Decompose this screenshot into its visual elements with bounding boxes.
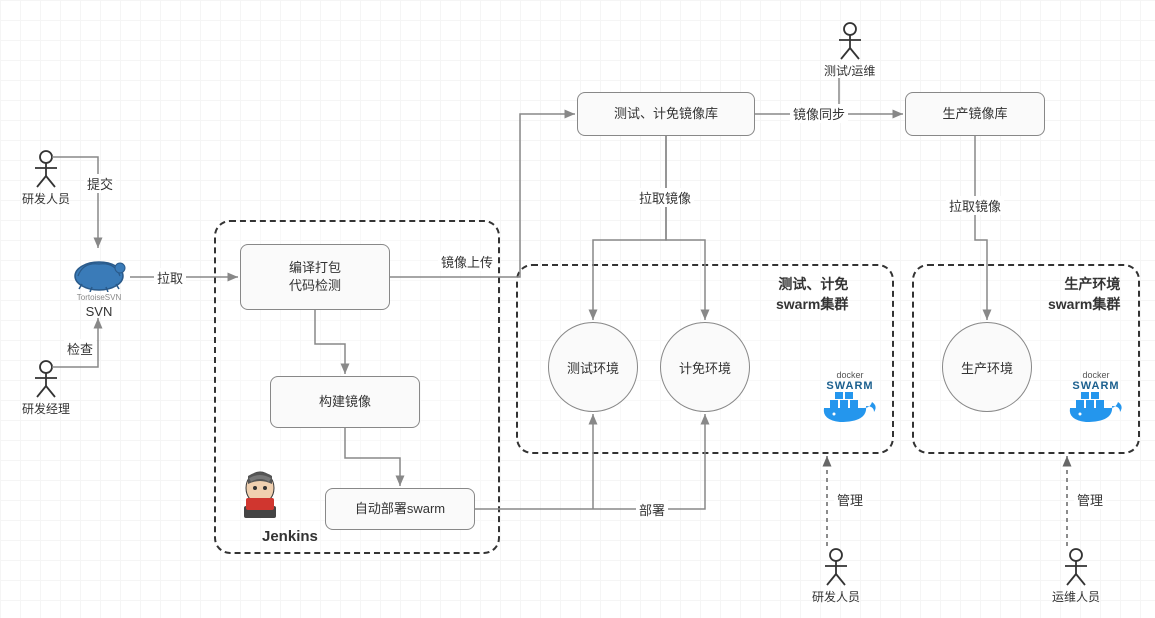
- test-ops-label: 测试/运维: [824, 62, 875, 79]
- edge-deploy-label: 部署: [636, 500, 668, 519]
- test-swarm-title-l1: 测试、计免: [776, 274, 848, 294]
- test-swarm-title: 测试、计免 swarm集群: [776, 274, 848, 314]
- test-repo-label: 测试、计免镜像库: [614, 105, 718, 123]
- prod-repo-node: 生产镜像库: [905, 92, 1045, 136]
- dev-bottom-actor: 研发人员: [812, 548, 860, 605]
- docker-swarm-icon-prod: docker SWARM: [1064, 370, 1128, 435]
- dev-manager-actor: 研发经理: [22, 360, 70, 417]
- svn-node: TortoiseSVN SVN: [68, 250, 130, 319]
- build-label: 构建镜像: [319, 393, 371, 411]
- compile-node: 编译打包 代码检测: [240, 244, 390, 310]
- prod-repo-label: 生产镜像库: [942, 105, 1007, 123]
- edge-upload-label: 镜像上传: [438, 252, 496, 271]
- deploy-node: 自动部署swarm: [325, 488, 475, 530]
- prod-env-label: 生产环境: [961, 358, 1013, 377]
- test-env-label: 测试环境: [567, 358, 619, 377]
- ops-bottom-actor: 运维人员: [1052, 548, 1100, 605]
- jenkins-logo-icon: [236, 466, 284, 525]
- tortoise-svn-icon: [68, 250, 130, 292]
- edge-pullimg-test-label: 拉取镜像: [636, 188, 694, 207]
- prod-swarm-title-l1: 生产环境: [1048, 274, 1120, 294]
- edge-sync-label: 镜像同步: [790, 104, 848, 123]
- prod-swarm-title-l2: swarm集群: [1048, 294, 1120, 314]
- dev-bottom-label: 研发人员: [812, 588, 860, 605]
- jimian-env-node: 计免环境: [660, 322, 750, 412]
- dev-actor-label: 研发人员: [22, 190, 70, 207]
- swarm-test-label: SWARM: [818, 380, 882, 392]
- svn-tool-label: TortoiseSVN: [68, 293, 130, 302]
- edge-pullimg-prod-label: 拉取镜像: [946, 196, 1004, 215]
- edge-check-label: 检查: [64, 339, 96, 358]
- edge-pull-label: 拉取: [154, 268, 186, 287]
- build-node: 构建镜像: [270, 376, 420, 428]
- test-ops-actor: 测试/运维: [824, 22, 875, 79]
- compile-l2: 代码检测: [289, 277, 341, 295]
- deploy-label: 自动部署swarm: [355, 500, 445, 518]
- swarm-prod-label: SWARM: [1064, 380, 1128, 392]
- swarm-prod-sub: docker: [1064, 370, 1128, 380]
- svn-label: SVN: [68, 304, 130, 319]
- edge-manage-test-label: 管理: [834, 490, 866, 509]
- edge-manage-prod-label: 管理: [1074, 490, 1106, 509]
- prod-env-node: 生产环境: [942, 322, 1032, 412]
- ops-bottom-label: 运维人员: [1052, 588, 1100, 605]
- prod-swarm-title: 生产环境 swarm集群: [1048, 274, 1120, 314]
- compile-l1: 编译打包: [289, 259, 341, 277]
- jimian-env-label: 计免环境: [679, 358, 731, 377]
- dev-actor: 研发人员: [22, 150, 70, 207]
- dev-manager-label: 研发经理: [22, 400, 70, 417]
- docker-swarm-icon-test: docker SWARM: [818, 370, 882, 435]
- test-env-node: 测试环境: [548, 322, 638, 412]
- jenkins-title: Jenkins: [262, 528, 318, 545]
- edge-submit-label: 提交: [84, 174, 116, 193]
- swarm-test-sub: docker: [818, 370, 882, 380]
- test-swarm-title-l2: swarm集群: [776, 294, 848, 314]
- test-repo-node: 测试、计免镜像库: [577, 92, 755, 136]
